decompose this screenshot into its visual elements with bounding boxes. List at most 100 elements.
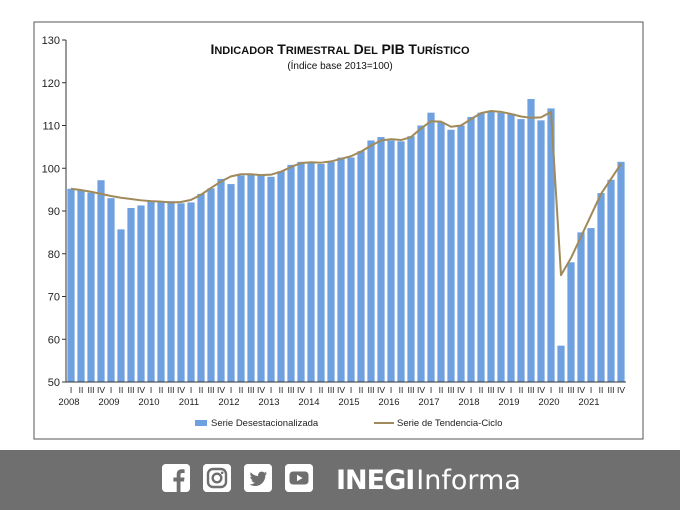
bar xyxy=(607,179,615,382)
quarter-label: III xyxy=(167,385,174,395)
y-tick-label: 90 xyxy=(48,206,60,218)
year-label: 2012 xyxy=(218,397,239,408)
quarter-label: III xyxy=(527,385,534,395)
quarter-label: I xyxy=(470,385,472,395)
bar xyxy=(107,198,115,382)
bar xyxy=(597,193,605,382)
bar xyxy=(237,175,245,382)
quarter-label: III xyxy=(407,385,414,395)
bar xyxy=(117,229,125,382)
quarter-label: II xyxy=(159,385,164,395)
quarter-label: II xyxy=(319,385,324,395)
bar xyxy=(537,120,545,383)
bar xyxy=(227,184,235,382)
y-tick-label: 80 xyxy=(48,249,60,261)
y-tick-label: 120 xyxy=(42,78,60,90)
bar xyxy=(177,203,185,382)
bar xyxy=(97,180,105,382)
year-label: 2015 xyxy=(338,397,359,408)
bar xyxy=(477,112,485,383)
bar xyxy=(517,119,525,382)
bar xyxy=(567,262,575,382)
bar xyxy=(297,161,305,382)
quarter-label: II xyxy=(519,385,524,395)
quarter-label: II xyxy=(239,385,244,395)
year-label: 2017 xyxy=(418,397,439,408)
bar xyxy=(587,228,595,382)
bar xyxy=(187,202,195,382)
bar xyxy=(347,157,355,382)
footer-bar: INEGI Informa xyxy=(0,450,680,510)
bar xyxy=(417,125,425,382)
y-tick-label: 50 xyxy=(48,377,60,389)
instagram-icon[interactable] xyxy=(203,464,231,492)
bar xyxy=(557,345,565,382)
quarter-label: IV xyxy=(97,385,105,395)
bar xyxy=(397,141,405,382)
legend-label-line: Serie de Tendencia-Ciclo xyxy=(397,418,502,429)
brand-inegi: INEGI xyxy=(336,464,415,496)
brand-informa: Informa xyxy=(416,464,521,496)
bar xyxy=(507,113,515,382)
quarter-label: IV xyxy=(537,385,545,395)
quarter-label: I xyxy=(150,385,152,395)
quarter-label: IV xyxy=(297,385,305,395)
quarter-label: I xyxy=(390,385,392,395)
quarter-label: III xyxy=(127,385,134,395)
quarter-label: II xyxy=(79,385,84,395)
trend-line xyxy=(70,109,622,277)
quarter-label: I xyxy=(310,385,312,395)
bar xyxy=(317,163,325,382)
twitter-icon[interactable] xyxy=(244,464,272,492)
bar xyxy=(617,161,625,382)
quarter-label: I xyxy=(510,385,512,395)
bar xyxy=(197,193,205,382)
quarter-label: I xyxy=(550,385,552,395)
quarter-label: IV xyxy=(217,385,225,395)
bar xyxy=(257,175,265,382)
year-label: 2020 xyxy=(538,397,559,408)
year-label: 2008 xyxy=(58,397,79,408)
y-tick-label: 100 xyxy=(42,163,60,175)
bar xyxy=(437,122,445,382)
quarter-label: II xyxy=(599,385,604,395)
quarter-label: IV xyxy=(337,385,345,395)
quarter-label: I xyxy=(230,385,232,395)
y-tick-label: 60 xyxy=(48,334,60,346)
quarter-label: IV xyxy=(617,385,625,395)
quarter-label: I xyxy=(190,385,192,395)
bar xyxy=(577,232,585,383)
bar xyxy=(157,202,165,382)
quarter-label: IV xyxy=(137,385,145,395)
year-label: 2010 xyxy=(138,397,159,408)
year-label: 2013 xyxy=(258,397,279,408)
bar xyxy=(457,125,465,382)
bar xyxy=(487,111,495,382)
quarter-label: IV xyxy=(497,385,505,395)
quarter-label: IV xyxy=(377,385,385,395)
youtube-icon[interactable] xyxy=(285,464,313,492)
quarter-label: IV xyxy=(177,385,185,395)
bar xyxy=(147,201,155,382)
quarter-label: I xyxy=(430,385,432,395)
quarter-label: IV xyxy=(577,385,585,395)
facebook-icon[interactable] xyxy=(162,464,190,492)
quarter-label: II xyxy=(399,385,404,395)
quarter-label: IV xyxy=(257,385,265,395)
bar xyxy=(547,108,555,383)
legend-label-bars: Serie Desestacionalizada xyxy=(211,418,319,429)
bar xyxy=(307,162,315,382)
y-tick-label: 110 xyxy=(42,121,60,133)
bar xyxy=(357,151,365,382)
quarter-label: II xyxy=(559,385,564,395)
quarter-label: III xyxy=(207,385,214,395)
bar xyxy=(407,136,415,382)
inegi-informa-logo: INEGI Informa xyxy=(336,461,521,499)
bar xyxy=(327,161,335,382)
quarter-label: II xyxy=(479,385,484,395)
bar xyxy=(427,112,435,383)
quarter-label: III xyxy=(567,385,574,395)
bar xyxy=(77,189,85,383)
bar xyxy=(87,192,95,382)
